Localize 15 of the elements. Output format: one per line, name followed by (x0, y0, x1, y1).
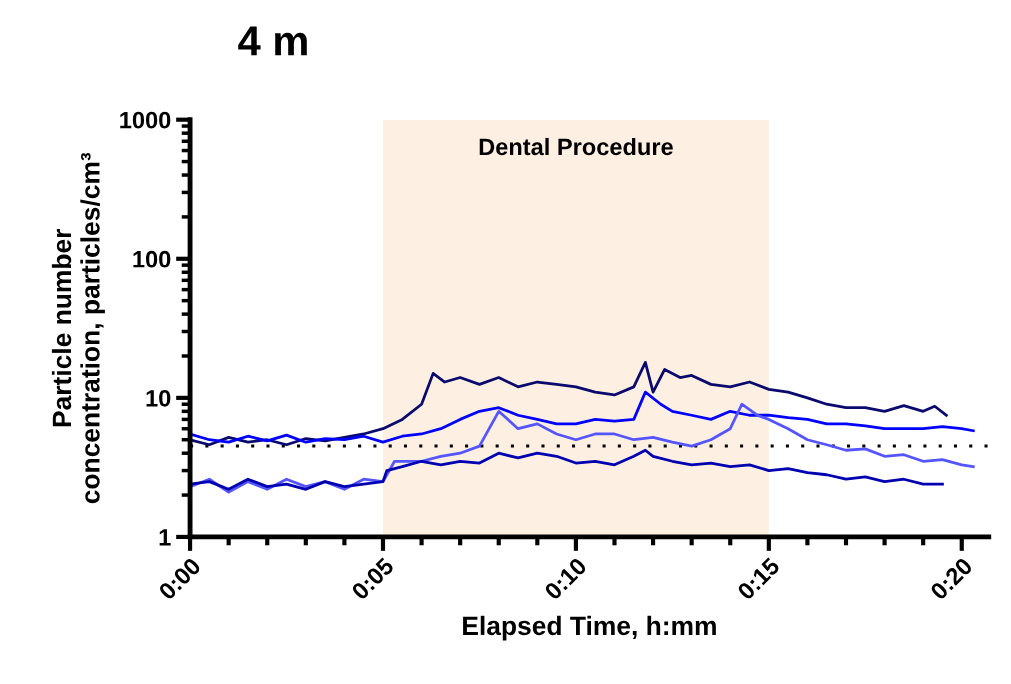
x-tick-label: 0:10 (543, 556, 588, 601)
y-tick-label: 100 (133, 250, 171, 268)
line-series (190, 402, 975, 494)
x-tick-label: 0:20 (929, 556, 974, 601)
y-tick-label: 1000 (120, 111, 171, 129)
chart-title: 4 m (238, 26, 307, 56)
x-tick-label: 0:00 (157, 556, 202, 601)
line-series (190, 448, 944, 491)
y-tick-label: 10 (146, 389, 171, 407)
x-axis-title: Elapsed Time, h:mm (463, 615, 716, 641)
y-tick-label: 1 (159, 529, 171, 546)
line-series (190, 360, 948, 447)
line-series (190, 390, 975, 444)
band-label: Dental Procedure (479, 137, 673, 156)
y-axis-title: Particle number concentration, particles/cm³ (51, 152, 105, 504)
